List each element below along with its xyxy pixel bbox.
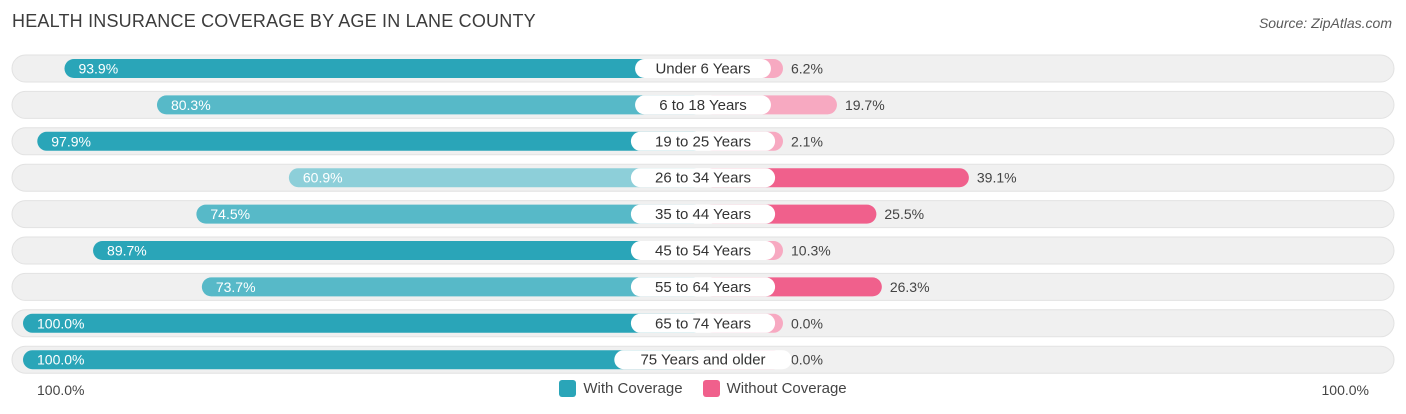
axis-left-label: 100.0% <box>37 382 85 398</box>
with-coverage-value: 100.0% <box>37 315 84 331</box>
without-coverage-value: 10.3% <box>791 243 831 259</box>
legend-without-label: Without Coverage <box>726 380 847 397</box>
category-pill <box>635 95 771 115</box>
category-pill <box>630 204 776 224</box>
without-coverage-value: 0.0% <box>791 315 823 331</box>
chart-title: HEALTH INSURANCE COVERAGE BY AGE IN LANE… <box>12 11 536 31</box>
category-pill <box>630 313 776 333</box>
with-coverage-value: 89.7% <box>107 243 147 259</box>
legend-with-swatch <box>559 380 577 397</box>
legend: With Coverage Without Coverage <box>0 380 1406 397</box>
legend-without-swatch <box>702 380 720 397</box>
category-label: 6 to 18 Years <box>659 97 747 114</box>
category-pill <box>630 131 776 151</box>
source-label: Source: ZipAtlas.com <box>1258 15 1392 31</box>
with-coverage-bar[interactable] <box>196 204 703 224</box>
without-coverage-value: 26.3% <box>890 279 930 295</box>
legend-with-label: With Coverage <box>583 380 683 397</box>
category-label: 19 to 25 Years <box>655 133 751 150</box>
category-label: 45 to 54 Years <box>655 243 751 260</box>
with-coverage-bar[interactable] <box>23 350 703 370</box>
with-coverage-value: 100.0% <box>37 352 84 368</box>
category-label: 75 Years and older <box>640 352 765 369</box>
without-coverage-value: 25.5% <box>884 206 924 222</box>
with-coverage-bar[interactable] <box>93 241 704 260</box>
with-coverage-value: 97.9% <box>51 133 91 149</box>
without-coverage-value: 6.2% <box>791 61 823 77</box>
with-coverage-value: 73.7% <box>216 279 256 295</box>
category-label: Under 6 Years <box>655 61 750 78</box>
axis-right-label: 100.0% <box>1321 382 1369 398</box>
legend-without-coverage[interactable]: Without Coverage <box>702 380 847 397</box>
with-coverage-bar[interactable] <box>288 168 703 188</box>
with-coverage-value: 74.5% <box>210 206 250 222</box>
category-pill <box>614 350 792 370</box>
category-pill <box>635 59 771 78</box>
without-coverage-value: 39.1% <box>977 170 1017 186</box>
legend-with-coverage[interactable]: With Coverage <box>559 380 683 397</box>
with-coverage-value: 93.9% <box>78 61 118 77</box>
with-coverage-bar[interactable] <box>156 95 703 115</box>
without-coverage-value: 19.7% <box>845 97 885 113</box>
with-coverage-bar[interactable] <box>37 131 703 151</box>
category-pill <box>630 168 776 188</box>
with-coverage-bar[interactable] <box>23 313 703 333</box>
without-coverage-value: 2.1% <box>791 133 823 149</box>
category-pill <box>630 277 776 297</box>
category-label: 55 to 64 Years <box>655 279 751 296</box>
category-pill <box>630 241 776 260</box>
with-coverage-value: 60.9% <box>303 170 343 186</box>
with-coverage-value: 80.3% <box>171 97 211 113</box>
category-label: 65 to 74 Years <box>655 315 751 332</box>
without-coverage-value: 0.0% <box>791 352 823 368</box>
with-coverage-bar[interactable] <box>201 277 703 297</box>
category-label: 35 to 44 Years <box>655 206 751 223</box>
with-coverage-bar[interactable] <box>64 59 704 78</box>
category-label: 26 to 34 Years <box>655 170 751 187</box>
